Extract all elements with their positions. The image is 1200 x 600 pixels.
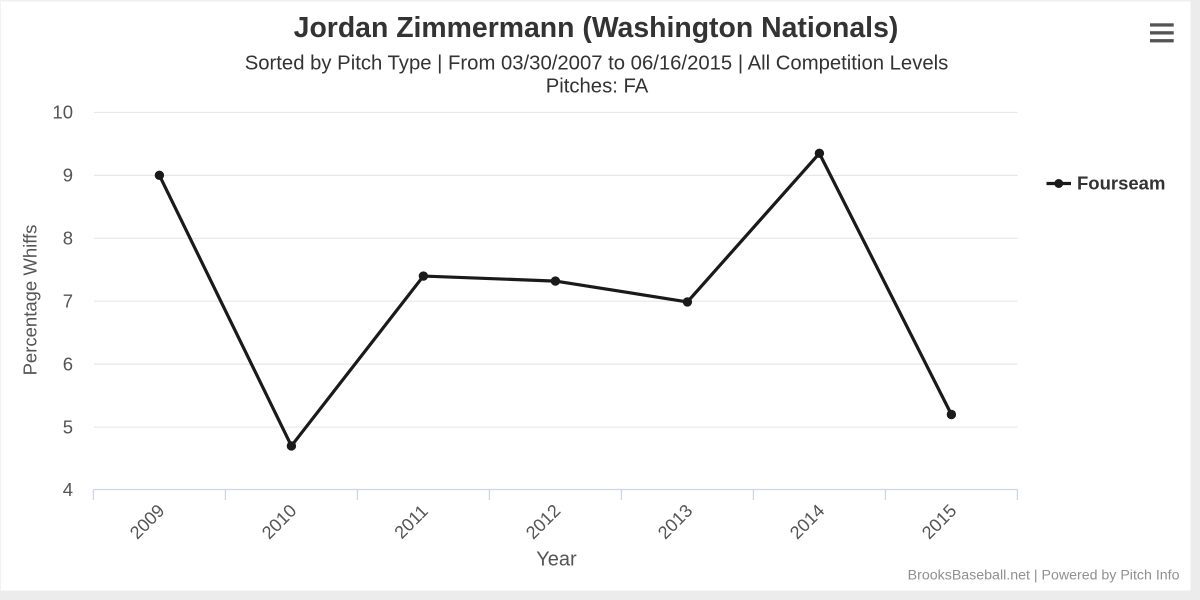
svg-text:9: 9 — [63, 165, 73, 186]
svg-text:6: 6 — [63, 353, 73, 374]
svg-text:Pitches: FA: Pitches: FA — [546, 76, 649, 98]
svg-text:4: 4 — [63, 479, 73, 500]
svg-text:BrooksBaseball.net | Powered b: BrooksBaseball.net | Powered by Pitch In… — [908, 568, 1180, 584]
svg-text:Percentage Whiffs: Percentage Whiffs — [20, 225, 41, 376]
svg-text:Fourseam: Fourseam — [1077, 173, 1165, 194]
svg-text:Jordan Zimmermann (Washington: Jordan Zimmermann (Washington Nationals) — [294, 12, 899, 44]
svg-text:Year: Year — [536, 549, 577, 571]
svg-text:Sorted by Pitch Type | From 03: Sorted by Pitch Type | From 03/30/2007 t… — [245, 53, 949, 75]
svg-text:8: 8 — [63, 228, 73, 249]
svg-text:5: 5 — [63, 416, 73, 437]
svg-text:7: 7 — [63, 290, 73, 311]
svg-text:10: 10 — [52, 102, 73, 123]
